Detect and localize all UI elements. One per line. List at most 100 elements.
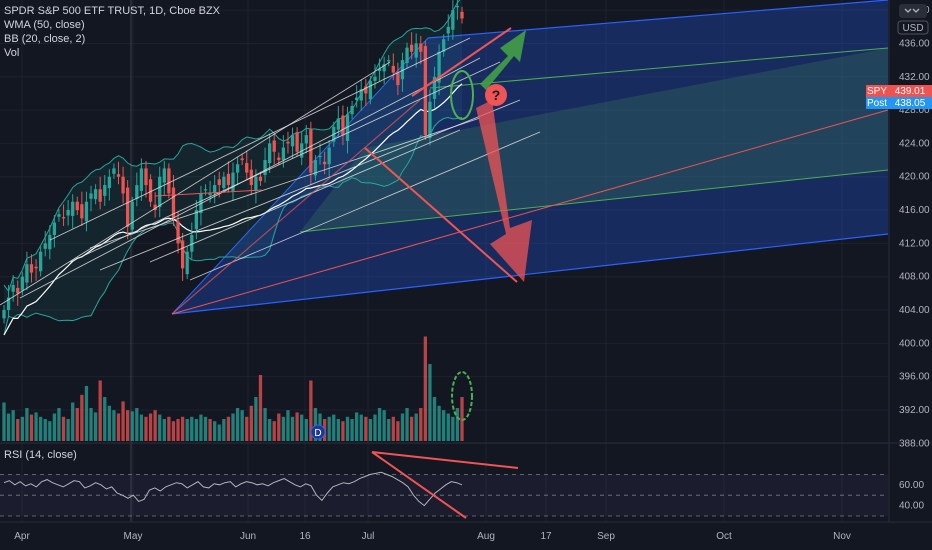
candle-body: [171, 187, 176, 219]
candle-body: [71, 201, 75, 216]
candle-body: [29, 264, 34, 273]
candle-body: [162, 168, 166, 183]
price-tick-label: 392.00: [899, 405, 930, 416]
candle-body: [61, 217, 66, 219]
candle-body: [359, 89, 363, 101]
red-down-arrow: [476, 100, 532, 282]
candle-body: [93, 189, 98, 200]
candle-body: [126, 187, 130, 227]
red-channel-edge: [171, 99, 421, 315]
channel-green-lower: [299, 169, 889, 233]
volume-bar: [281, 416, 286, 441]
chevron-menu-icon[interactable]: [899, 4, 927, 18]
price-tick-label: 424.00: [899, 138, 930, 149]
svg-text:USD: USD: [902, 23, 923, 34]
channel-edge: [171, 37, 429, 315]
candle-body: [277, 157, 281, 161]
volume-bar: [446, 413, 450, 441]
volume-bar: [16, 419, 20, 441]
volume-bar: [29, 414, 34, 441]
volume-bar: [75, 408, 79, 441]
volume-bar: [387, 419, 391, 441]
candle-body: [396, 72, 400, 86]
volume-bar: [52, 413, 57, 441]
candle-body: [176, 221, 180, 244]
svg-text:439.01: 439.01: [895, 86, 926, 97]
price-tick-label: 420.00: [899, 172, 930, 183]
volume-bar: [2, 402, 6, 441]
question-marker: ?: [485, 84, 507, 106]
volume-bar: [409, 416, 414, 441]
candle-body: [89, 193, 93, 199]
volume-bar: [139, 414, 144, 441]
candle-body: [336, 118, 340, 130]
volume-bar: [309, 380, 313, 441]
time-tick-label: Oct: [716, 531, 732, 542]
candle-body: [167, 168, 171, 194]
rsi-tick-label: 60.00: [899, 480, 924, 491]
time-tick-label: 17: [540, 531, 552, 542]
channel-lower: [171, 233, 889, 315]
rsi-line: [3, 471, 463, 507]
candle-body: [286, 141, 290, 144]
volume-bar: [373, 414, 377, 441]
volume-bar: [71, 402, 75, 441]
volume-bar: [180, 416, 185, 441]
volume-bar: [295, 412, 299, 441]
candle-body: [11, 285, 15, 292]
candle-body: [185, 251, 189, 275]
volume-bar: [222, 419, 226, 441]
red-down-line: [364, 147, 518, 283]
svg-text:Post: Post: [867, 98, 887, 109]
volume-bar: [400, 413, 405, 441]
candle-body: [130, 201, 134, 230]
bb-upper: [3, 0, 461, 293]
volume-bar: [231, 413, 235, 441]
volume-bar: [43, 419, 47, 441]
volume-bar: [304, 419, 308, 441]
candle-body: [455, 5, 460, 8]
volume-bar: [355, 412, 359, 441]
candle-body: [240, 158, 244, 161]
candle-body: [144, 168, 148, 186]
candle-body: [400, 60, 405, 80]
volume-bar: [93, 412, 98, 441]
candle-body: [318, 155, 322, 158]
volume-bar: [167, 416, 171, 441]
candle-body: [382, 64, 386, 72]
volume-bar: [130, 411, 134, 441]
volume-bar: [116, 413, 121, 441]
legend-bb: BB (20, close, 2): [4, 33, 85, 45]
volume-bar: [235, 408, 240, 441]
candle-body: [387, 60, 391, 62]
volume-bar: [451, 416, 455, 441]
candle-body: [368, 80, 373, 100]
annotations: [154, 27, 532, 421]
time-tick-label: Aug: [477, 531, 495, 542]
volume-bar: [112, 410, 116, 441]
volume-bar: [272, 421, 276, 441]
candle-body: [84, 201, 89, 222]
candle-body: [16, 287, 20, 294]
candle-body: [295, 132, 299, 152]
dividend-marker[interactable]: D: [310, 424, 326, 440]
volume-bar: [254, 397, 258, 441]
time-tick-label: 16: [299, 531, 311, 542]
candle-body: [304, 135, 308, 144]
candle-body: [6, 297, 11, 311]
volume-bar: [290, 416, 295, 441]
volume-bar: [432, 397, 437, 441]
volume-bar: [121, 401, 125, 441]
candle-body: [57, 214, 61, 217]
candle-body: [446, 26, 450, 34]
channel-green-upper: [429, 47, 889, 89]
candle-body: [103, 185, 107, 196]
volume-bar: [11, 410, 15, 441]
candle-body: [272, 140, 276, 152]
currency-button[interactable]: USD: [897, 20, 929, 35]
volume-bar: [364, 416, 368, 441]
green-up-arrow: [480, 30, 526, 90]
price-tick-label: 432.00: [899, 72, 930, 83]
price-tick-label: 416.00: [899, 205, 930, 216]
